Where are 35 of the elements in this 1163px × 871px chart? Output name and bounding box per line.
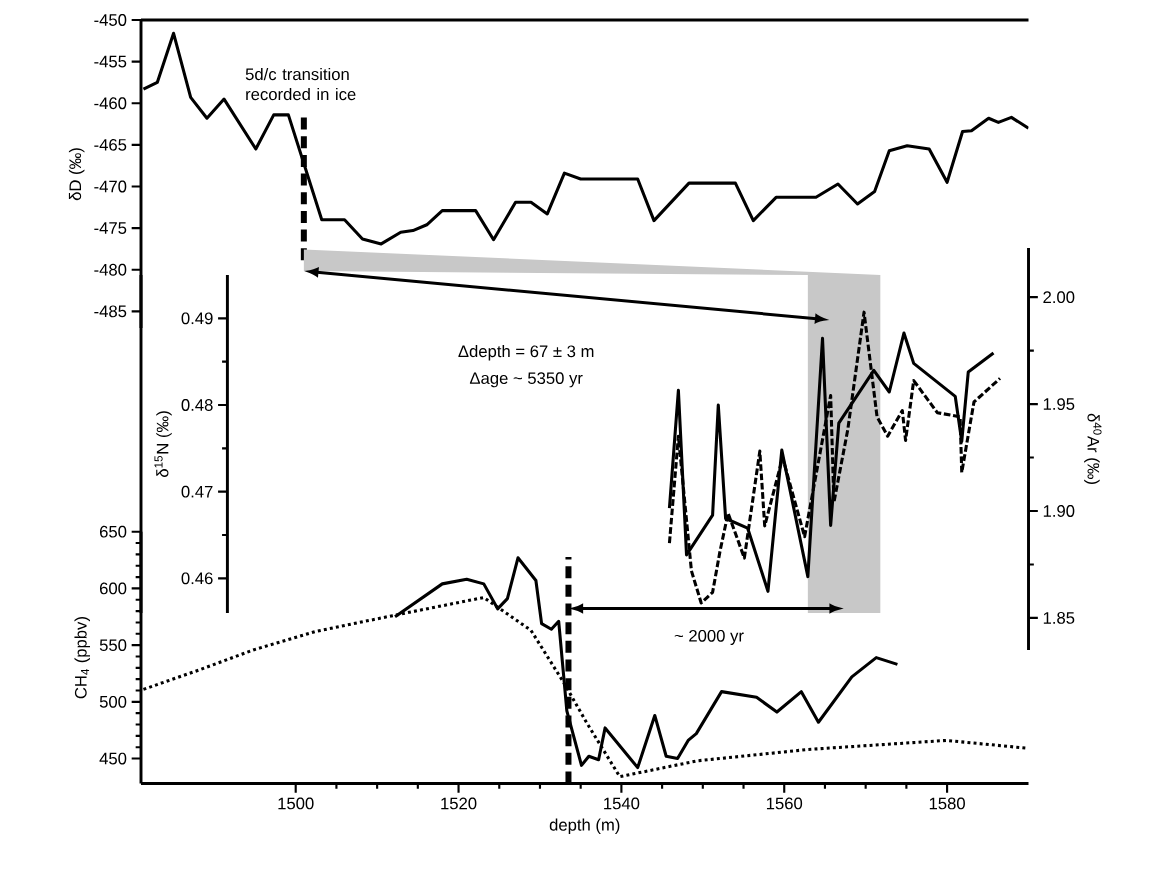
annotation: Δdepth = 67 ± 3 m xyxy=(458,344,594,361)
y2-tick-label: 1.85 xyxy=(1043,612,1075,624)
y-axis-title: CH$_{4}$ (ppbv) xyxy=(74,617,90,699)
y-tick-label: 450 xyxy=(99,752,127,765)
y-tick-label: 550 xyxy=(99,639,127,652)
y-tick-label: -465 xyxy=(94,138,127,151)
y-axis-title: δD (‰) xyxy=(68,148,85,201)
x-tick-label: 1540 xyxy=(604,797,640,810)
y-tick-label: 650 xyxy=(99,525,127,538)
x-tick-label: 1500 xyxy=(278,797,314,810)
y-tick-label: -450 xyxy=(94,14,127,26)
x-tick-label: 1520 xyxy=(441,797,477,810)
y-tick-label: -485 xyxy=(94,305,127,318)
y-axis-title: δ$^{15}$N (‰) xyxy=(154,411,172,477)
annotation: Δage ~ 5350 yr xyxy=(469,372,583,388)
y-tick-label: 600 xyxy=(99,582,127,595)
y2-tick-label: 1.95 xyxy=(1043,398,1075,410)
x-axis-title: depth (m) xyxy=(549,818,620,835)
y-tick-label: 0.49 xyxy=(181,312,213,325)
y-tick-label: -475 xyxy=(94,222,127,234)
annotation: ~ 2000 yr xyxy=(674,629,744,645)
y-tick-label: -470 xyxy=(94,180,127,193)
y-tick-label: -455 xyxy=(94,55,127,68)
y-tick-label: 0.46 xyxy=(181,572,213,585)
x-tick-label: 1560 xyxy=(766,797,803,810)
y-tick-label: -480 xyxy=(94,263,127,276)
y-tick-label: 0.47 xyxy=(181,485,213,498)
y2-tick-label: 1.90 xyxy=(1043,505,1075,517)
y-tick-label: -460 xyxy=(94,97,127,110)
y2-tick-label: 2.00 xyxy=(1043,291,1075,304)
y-tick-label: 500 xyxy=(99,695,127,708)
y2-axis-title: δ$^{40}$Ar (‰) xyxy=(1084,413,1102,484)
y-tick-label: 0.48 xyxy=(181,399,213,411)
ref-line-label: 5d/c transition recorded in ice xyxy=(245,67,356,101)
x-tick-label: 1580 xyxy=(929,797,965,810)
